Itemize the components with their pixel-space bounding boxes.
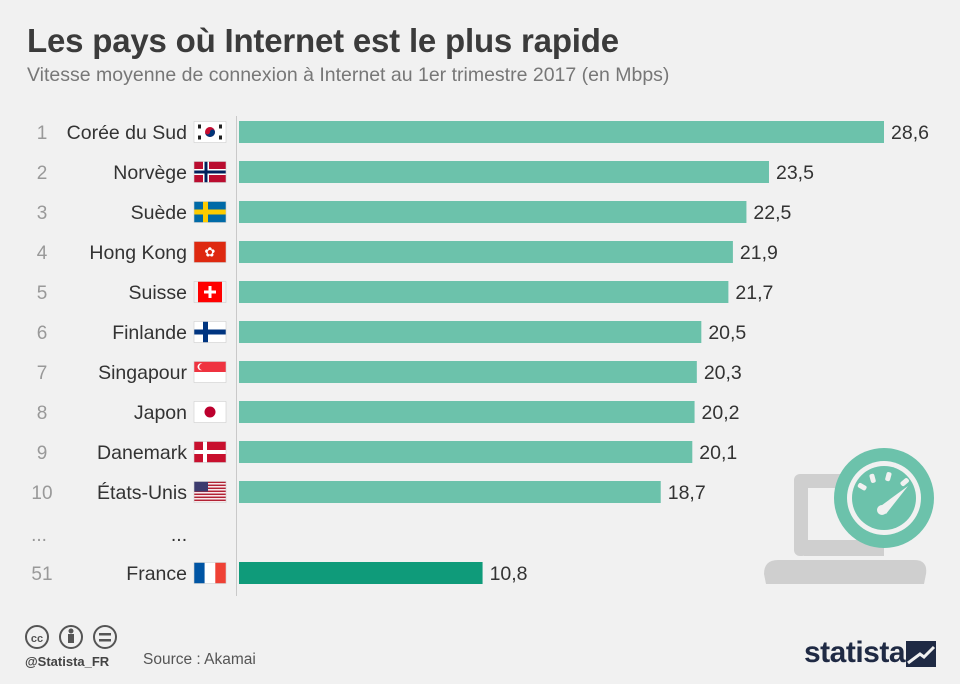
bar (239, 161, 769, 183)
ellipsis-rank: ... (31, 525, 47, 546)
speedometer-illustration-icon (764, 448, 934, 584)
bar (239, 281, 729, 303)
creative-commons-icons: cc (25, 625, 117, 649)
source-note: Source : Akamai (143, 651, 256, 668)
denmark-flag-icon (193, 441, 227, 463)
svg-text:cc: cc (31, 633, 43, 645)
chart-subtitle: Vitesse moyenne de connexion à Internet … (27, 64, 670, 86)
value-label: 20,5 (708, 322, 746, 344)
bar (239, 361, 697, 383)
south-korea-flag-icon (193, 121, 227, 143)
rank-label: 1 (37, 123, 48, 144)
chart-row: 10 États-Unis 18,7 (31, 481, 706, 504)
japan-flag-icon (193, 401, 227, 423)
chart-row: 9 Danemark 20,1 (37, 441, 737, 464)
chart-row: 6 Finlande 20,5 (37, 321, 746, 344)
value-label: 21,7 (735, 282, 773, 304)
country-label: France (126, 563, 187, 585)
bar (239, 321, 702, 343)
bar (239, 481, 661, 503)
rank-label: 9 (37, 443, 48, 464)
bar (239, 201, 747, 223)
country-label: Corée du Sud (67, 122, 187, 144)
country-label: Hong Kong (89, 242, 187, 264)
chart-row: 1 Corée du Sud 28,6 (37, 121, 929, 144)
value-label: 28,6 (891, 122, 929, 144)
bar (239, 441, 693, 463)
norway-flag-icon (193, 161, 227, 183)
country-label: Finlande (112, 322, 187, 344)
france-flag-icon (193, 562, 227, 584)
rank-label: 2 (37, 163, 48, 184)
chart-row: 5 Suisse 21,7 (37, 281, 773, 304)
value-label: 10,8 (490, 563, 528, 585)
value-label: 20,1 (699, 442, 737, 464)
rank-label: 4 (37, 243, 48, 264)
united-states-flag-icon (193, 481, 227, 503)
statista-logo: statista (804, 636, 906, 669)
chart-row: 2 Norvège 23,5 (37, 161, 814, 184)
country-label: Suède (131, 202, 187, 224)
bar (239, 241, 733, 263)
chart-row: 3 Suède 22,5 (37, 201, 792, 224)
twitter-handle: @Statista_FR (25, 654, 110, 669)
chart-row: 7 Singapour 20,3 (37, 361, 742, 384)
finland-flag-icon (193, 321, 227, 343)
hong-kong-flag-icon: ✿ (193, 241, 227, 263)
country-label: Norvège (113, 162, 187, 184)
singapore-flag-icon (193, 361, 227, 383)
value-label: 21,9 (740, 242, 778, 264)
value-label: 22,5 (753, 202, 791, 224)
country-label: Suisse (128, 282, 187, 304)
rank-label: 3 (37, 203, 48, 224)
rank-label: 6 (37, 323, 48, 344)
rank-label: 10 (31, 483, 52, 504)
bar (239, 401, 695, 423)
country-label: Singapour (98, 362, 187, 384)
rank-label: 8 (37, 403, 48, 424)
bar (239, 562, 483, 584)
rank-label: 5 (37, 283, 48, 304)
bar (239, 121, 884, 143)
ellipsis-label: ... (171, 524, 187, 546)
country-label: Japon (134, 402, 187, 424)
value-label: 18,7 (668, 482, 706, 504)
value-label: 20,2 (702, 402, 740, 424)
switzerland-flag-icon (193, 281, 227, 303)
chart-row: 8 Japon 20,2 (37, 401, 740, 424)
value-label: 23,5 (776, 162, 814, 184)
chart-row: 51 France 10,8 (31, 562, 528, 585)
country-label: Danemark (97, 442, 187, 464)
chart-row: 4 Hong Kong ✿ 21,9 (37, 241, 778, 264)
rank-label: 7 (37, 363, 48, 384)
svg-text:✿: ✿ (205, 245, 216, 260)
country-label: États-Unis (97, 481, 187, 504)
value-label: 20,3 (704, 362, 742, 384)
sweden-flag-icon (193, 201, 227, 223)
rank-label: 51 (31, 564, 52, 585)
statista-logo-icon (906, 641, 936, 667)
chart-title: Les pays où Internet est le plus rapide (27, 22, 619, 59)
